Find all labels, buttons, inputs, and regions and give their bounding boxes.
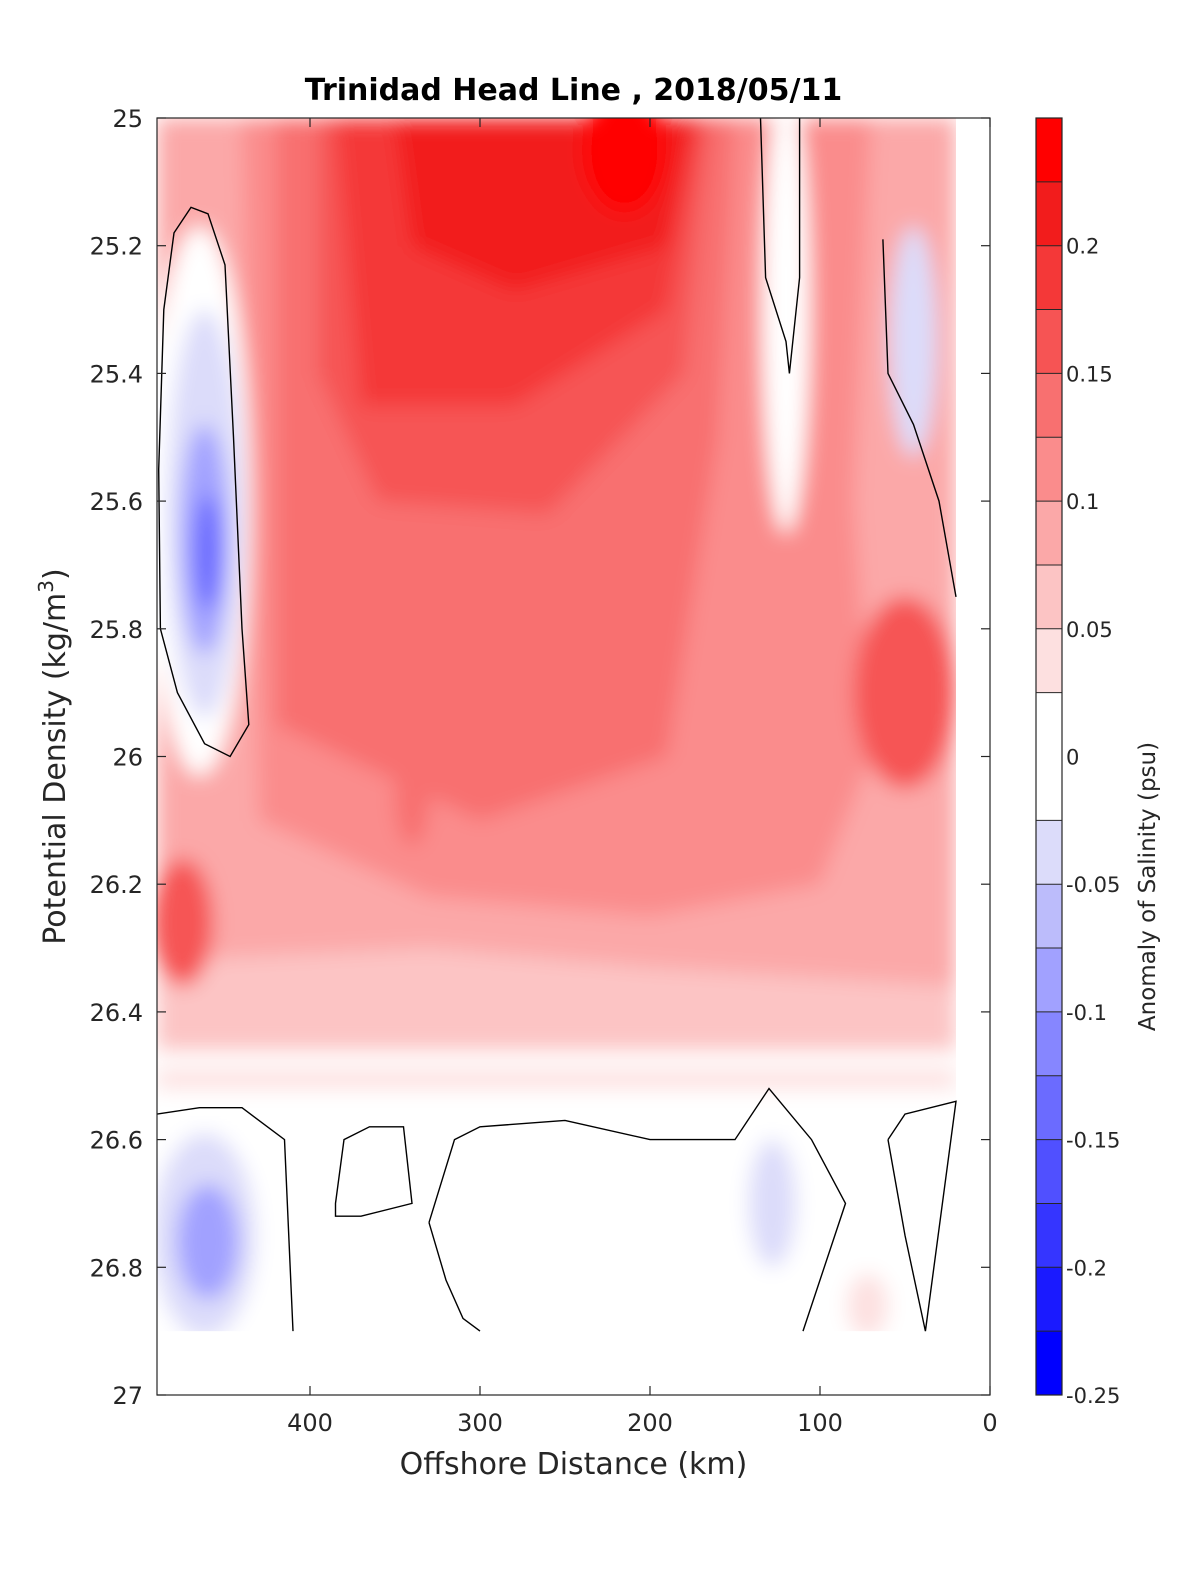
y-tick-label: 26.6 bbox=[90, 1127, 143, 1155]
y-tick-label: 25.2 bbox=[90, 233, 143, 261]
deep-fresh-core bbox=[177, 1184, 239, 1300]
zero-contour-lines bbox=[157, 118, 957, 1332]
colorbar-tick-label: -0.25 bbox=[1066, 1384, 1120, 1408]
mid-saline-lens bbox=[395, 743, 429, 846]
colorbar-tick-label: 0.15 bbox=[1066, 362, 1113, 386]
y-tick-label: 25.6 bbox=[90, 488, 143, 516]
colorbar-segment bbox=[1036, 820, 1062, 885]
colorbar-frame bbox=[1035, 117, 1063, 1396]
colorbar-segment bbox=[1036, 118, 1062, 182]
salinity-anomaly-field bbox=[157, 118, 990, 1395]
colorbar-segment bbox=[1036, 1011, 1062, 1076]
x-tick-label: 400 bbox=[287, 1409, 333, 1437]
nearshore-saline-patch bbox=[854, 596, 956, 789]
y-tick-label: 27 bbox=[112, 1382, 143, 1410]
colorbar-segment bbox=[1036, 1139, 1062, 1204]
zero-contour-offshore bbox=[157, 206, 250, 758]
offshore-saline-lens bbox=[157, 858, 214, 987]
colorbar-tick-label: -0.1 bbox=[1066, 1001, 1107, 1025]
deep-fresh-patch bbox=[748, 1139, 797, 1268]
y-tick-label: 26.2 bbox=[90, 871, 143, 899]
y-tick-label: 26.4 bbox=[90, 999, 143, 1027]
x-axis-label: Offshore Distance (km) bbox=[400, 1447, 748, 1482]
zero-contour-tongue bbox=[759, 118, 801, 374]
colorbar-tick-label: 0.2 bbox=[1066, 235, 1099, 259]
colorbar-segment bbox=[1036, 181, 1062, 246]
zero-contour-deep-loop bbox=[334, 1126, 413, 1217]
chart-title: Trinidad Head Line , 2018/05/11 bbox=[305, 73, 842, 108]
colorbar-tick-label: -0.15 bbox=[1066, 1129, 1120, 1153]
saline-core bbox=[582, 118, 667, 214]
zero-contour-deep-east bbox=[428, 1087, 847, 1332]
y-axis-label: Potential Density (kg/m3) bbox=[34, 568, 73, 944]
zero-contour-nearshore-deep bbox=[887, 1100, 957, 1332]
colorbar: 0.2 0.15 0.1 0.05 0 -0.05 -0.1 -0.15 -0.2 -0.25 bbox=[1035, 117, 1120, 1408]
colorbar-segment bbox=[1036, 884, 1062, 949]
colorbar-segment bbox=[1036, 948, 1062, 1012]
colorbar-segment bbox=[1036, 437, 1062, 502]
colorbar-segment bbox=[1036, 564, 1062, 629]
y-tick-label: 25.8 bbox=[90, 616, 143, 644]
colorbar-segment bbox=[1036, 309, 1062, 374]
colorbar-segment bbox=[1036, 1203, 1062, 1268]
zero-contour-deep-tail bbox=[428, 1222, 481, 1332]
colorbar-segment bbox=[1036, 1331, 1062, 1395]
x-tick-label: 300 bbox=[457, 1409, 503, 1437]
field-layers bbox=[157, 118, 956, 1395]
colorbar-tick-label: -0.05 bbox=[1066, 873, 1120, 897]
colorbar-tick-label: 0.1 bbox=[1066, 490, 1099, 514]
colorbar-segment bbox=[1036, 692, 1062, 821]
deep-saline-spot bbox=[847, 1273, 888, 1338]
y-tick-label: 25 bbox=[112, 105, 143, 133]
zero-contour-nearshore bbox=[882, 239, 957, 598]
y-axis: 25 25.2 25.4 25.6 25.8 26 26.2 26.4 26.6 26.8 27 bbox=[90, 105, 990, 1410]
colorbar-segment bbox=[1036, 1075, 1062, 1140]
colorbar-segment bbox=[1036, 373, 1062, 438]
x-tick-label: 0 bbox=[982, 1409, 997, 1437]
colorbar-segment bbox=[1036, 501, 1062, 565]
zero-contour-deep-west bbox=[157, 1106, 294, 1332]
no-data-bottom bbox=[157, 1331, 990, 1395]
colorbar-tick-label: -0.2 bbox=[1066, 1256, 1107, 1280]
colorbar-segment bbox=[1036, 628, 1062, 693]
colorbar-tick-label: 0.05 bbox=[1066, 618, 1113, 642]
y-tick-label: 25.4 bbox=[90, 360, 143, 388]
x-axis: 400 300 200 100 0 bbox=[287, 118, 998, 1437]
nearshore-fresh-tongue bbox=[889, 226, 938, 457]
colorbar-tick-label: 0 bbox=[1066, 746, 1079, 770]
offshore-fresh-core bbox=[194, 494, 222, 610]
y-tick-label: 26.8 bbox=[90, 1254, 143, 1282]
x-tick-label: 100 bbox=[797, 1409, 843, 1437]
colorbar-segment bbox=[1036, 1267, 1062, 1332]
y-tick-label: 26 bbox=[112, 744, 143, 772]
band-0.03 bbox=[157, 1069, 956, 1089]
colorbar-label: Anomaly of Salinity (psu) bbox=[1135, 742, 1161, 1031]
x-tick-label: 200 bbox=[627, 1409, 673, 1437]
nearshore-zero-tongue bbox=[762, 118, 810, 533]
colorbar-segment bbox=[1036, 245, 1062, 310]
